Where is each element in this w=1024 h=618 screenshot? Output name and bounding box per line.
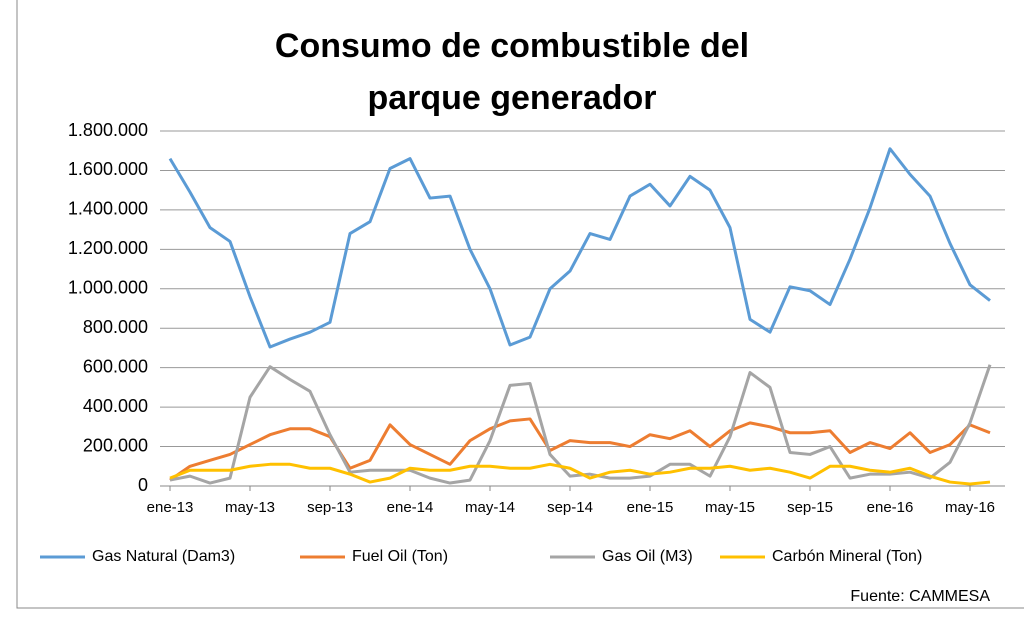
chart-title: Consumo de combustible del [275,27,749,65]
x-tick-label: sep-14 [547,499,593,516]
x-tick-label: sep-15 [787,499,833,516]
y-tick-label: 400.000 [83,396,148,416]
y-tick-label: 1.800.000 [68,120,148,140]
data-line [169,462,991,486]
legend-label: Gas Natural (Dam3) [92,548,235,565]
y-tick-label: 600.000 [83,356,148,376]
source: Fuente: CAMMESA [850,588,990,605]
y-tick-label: 1.000.000 [68,278,148,298]
x-tick-label: sep-13 [307,499,353,516]
chart-title: parque generador [367,79,656,117]
legend-label: Gas Oil (M3) [602,548,693,565]
x-tick-label: ene-13 [147,499,194,516]
legend-label: Fuel Oil (Ton) [352,548,448,565]
chart-frame [16,0,1024,609]
y-tick-label: 1.600.000 [68,159,148,179]
data-line [169,364,992,485]
y-tick-label: 0 [138,475,148,495]
x-tick-label: may-15 [705,499,755,516]
data-line [168,147,991,349]
x-tick-label: may-16 [945,499,995,516]
x-tick-label: may-14 [465,499,515,516]
legend-label: Carbón Mineral (Ton) [772,548,922,565]
x-tick-label: ene-16 [867,499,914,516]
y-tick-label: 1.400.000 [68,199,148,219]
y-tick-label: 1.200.000 [68,238,148,258]
y-tick-label: 800.000 [83,317,148,337]
x-tick-label: may-13 [225,499,275,516]
y-tick-label: 200.000 [83,435,148,455]
x-tick-label: ene-15 [627,499,674,516]
x-tick-label: ene-14 [387,499,434,516]
data-line [169,417,991,482]
